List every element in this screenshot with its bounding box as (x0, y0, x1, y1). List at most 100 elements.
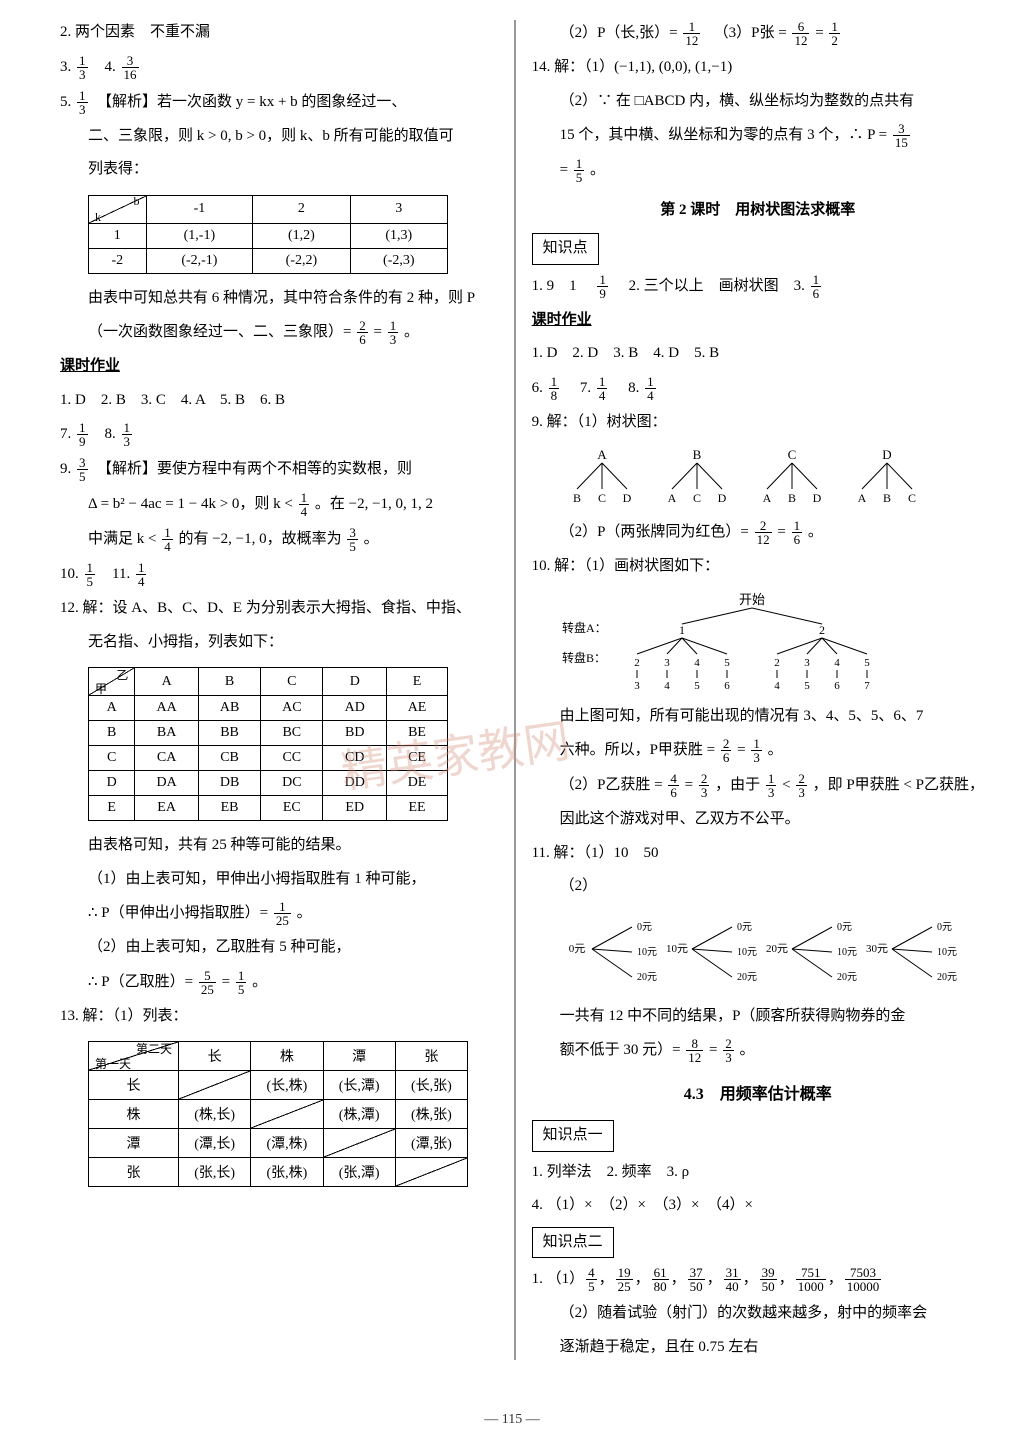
text: 1. D 2. D 3. B 4. D 5. B (532, 341, 984, 367)
fraction: 7511000 (796, 1266, 826, 1293)
cell: (张,潭) (323, 1158, 395, 1187)
text: ∴ P（乙取胜）= (88, 973, 197, 989)
svg-text:20元: 20元 (837, 972, 857, 983)
fraction: 15 (574, 157, 585, 184)
text: 无名指、小拇指，列表如下： (60, 630, 498, 656)
label: 8. (105, 426, 116, 442)
svg-text:D: D (882, 447, 891, 462)
svg-text:20元: 20元 (937, 972, 957, 983)
diag-top: b (134, 194, 140, 209)
text: （3）P张 = (706, 25, 790, 41)
svg-text:2: 2 (819, 623, 825, 637)
svg-text:2: 2 (774, 657, 780, 669)
section-heading: 课时作业 (532, 308, 984, 334)
cell (395, 1158, 467, 1187)
svg-text:10元: 10元 (937, 947, 957, 958)
knowledge-box: 知识点二 (532, 1227, 614, 1259)
text: 。 (297, 905, 312, 921)
svg-text:转盘B：: 转盘B： (562, 650, 606, 665)
fraction: 13 (751, 737, 762, 764)
fraction: 750310000 (845, 1266, 882, 1293)
cell: A (89, 696, 135, 721)
cell: 长 (89, 1071, 179, 1100)
cell: CD (323, 746, 387, 771)
cell: 长 (179, 1042, 251, 1071)
cell: AD (323, 696, 387, 721)
svg-text:3: 3 (634, 680, 640, 692)
svg-text:D: D (812, 491, 821, 505)
text: 10. 15 11. 14 (60, 561, 498, 588)
text: （2）随着试验（射门）的次数越来越多，射中的频率会 (532, 1301, 984, 1327)
cell: (-2,3) (350, 248, 447, 273)
fraction: 525 (199, 969, 216, 996)
text: （2）P（长,张）= 112 （3）P张 = 612 = 12 (532, 20, 984, 47)
text: = (222, 973, 234, 989)
cell: BB (198, 721, 260, 746)
section-heading: 第 2 课时 用树状图法求概率 (532, 198, 984, 219)
svg-text:3: 3 (664, 657, 670, 669)
cell: DE (387, 771, 448, 796)
text: 6. (532, 379, 547, 395)
text: （2）P（长,张）= (560, 25, 682, 41)
text: 1. D 2. B 3. C 4. A 5. B 6. B (60, 388, 498, 414)
fraction: 14 (162, 526, 173, 553)
text: = (737, 742, 749, 758)
text: 5. 13 【解析】若一次函数 y = kx + b 的图象经过一、 (60, 89, 498, 116)
fraction: 13 (122, 421, 133, 448)
section-heading: 课时作业 (60, 354, 498, 380)
svg-text:30元: 30元 (866, 943, 888, 955)
fraction: 612 (792, 20, 809, 47)
cell: EC (261, 796, 323, 821)
svg-text:1: 1 (679, 623, 685, 637)
fraction: 1925 (616, 1266, 633, 1293)
right-column: （2）P（长,张）= 112 （3）P张 = 612 = 12 14. 解：（1… (532, 20, 984, 1360)
fraction: 16 (792, 519, 803, 546)
text: 。 (404, 324, 419, 340)
fraction: 13 (388, 319, 399, 346)
text: 。 (252, 973, 267, 989)
text: 由上图可知，所有可能出现的情况有 3、4、5、5、6、7 (532, 704, 984, 730)
fraction: 14 (136, 561, 147, 588)
text: Δ = b² − 4ac = 1 − 4k > 0，则 k < (88, 496, 297, 512)
text: 六种。所以，P甲获胜 = 26 = 13 。 (532, 737, 984, 764)
text: 6. 18 7. 14 8. 14 (532, 375, 984, 402)
diag-header: 第二天 第一天 (89, 1042, 179, 1071)
cell: (1,3) (350, 223, 447, 248)
cell: CC (261, 746, 323, 771)
fraction: 13 (766, 772, 777, 799)
text: 列表得： (60, 157, 498, 183)
cell: BD (323, 721, 387, 746)
svg-text:20元: 20元 (737, 972, 757, 983)
cell: (张,株) (251, 1158, 323, 1187)
cell: DC (261, 771, 323, 796)
cell: DA (135, 771, 199, 796)
cell: (1,-1) (146, 223, 253, 248)
svg-text:A: A (667, 491, 676, 505)
text: = (685, 777, 697, 793)
label: 9. (60, 461, 71, 477)
text: 1. （1） (532, 1271, 585, 1287)
cell: -2 (89, 248, 147, 273)
svg-text:B: B (883, 491, 891, 505)
cell: D (323, 668, 387, 696)
text: 。 (740, 1042, 755, 1058)
fraction: 23 (796, 772, 807, 799)
cell: 1 (89, 223, 147, 248)
text: < (782, 777, 794, 793)
cell: 3 (350, 195, 447, 223)
cell: BC (261, 721, 323, 746)
svg-text:4: 4 (774, 680, 780, 692)
text: 二、三象限，则 k > 0, b > 0，则 k、b 所有可能的取值可 (60, 124, 498, 150)
diag-header: b k (89, 195, 147, 223)
cell: (株,潭) (323, 1100, 395, 1129)
text: 额不低于 30 元）= (560, 1042, 685, 1058)
cell: 潭 (89, 1129, 179, 1158)
svg-text:20元: 20元 (637, 972, 657, 983)
svg-text:4: 4 (664, 680, 670, 692)
text: 4. （1）× （2）× （3）× （4）× (532, 1193, 984, 1219)
section-heading: 4.3 用频率估计概率 (532, 1080, 984, 1104)
cell: AA (135, 696, 199, 721)
text: （2）P乙获胜 = (560, 777, 667, 793)
cell: ED (323, 796, 387, 821)
svg-text:5: 5 (724, 657, 730, 669)
